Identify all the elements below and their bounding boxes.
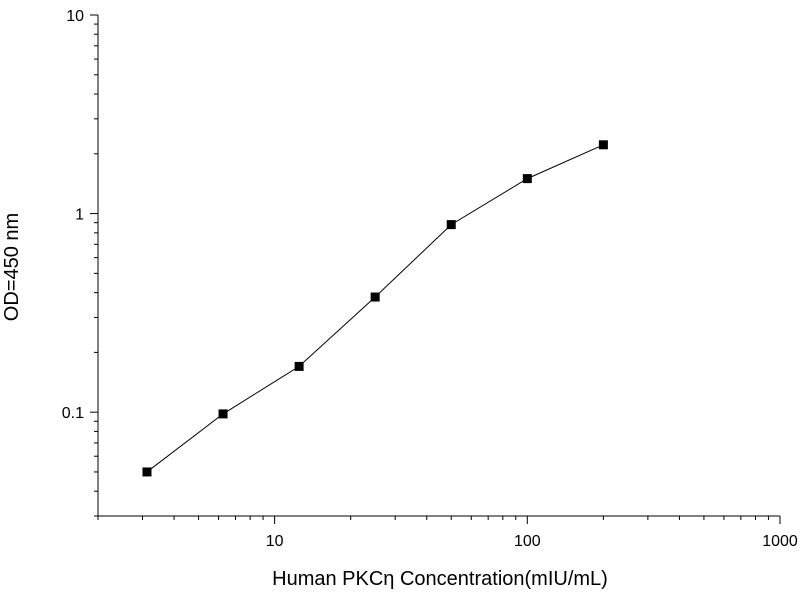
y-tick-label: 1 (75, 207, 84, 224)
x-axis-title: Human PKCη Concentration(mIU/mL) (272, 568, 608, 590)
data-points (142, 140, 608, 477)
y-ticks: 0.1 1 10 (62, 8, 98, 517)
data-point (522, 174, 532, 184)
data-point (218, 409, 228, 419)
data-point (142, 467, 152, 477)
data-point (446, 220, 456, 230)
x-tick-label: 1000 (762, 533, 798, 550)
y-axis-title: OD=450 nm (1, 213, 23, 321)
data-point (598, 140, 608, 150)
data-point (294, 361, 304, 371)
y-tick-label: 10 (66, 8, 84, 25)
x-tick-label: 100 (514, 533, 541, 550)
series-line (146, 144, 604, 473)
x-tick-label: 10 (266, 533, 284, 550)
plot-area: 10 100 1000 0.1 1 10 (62, 8, 798, 550)
x-ticks: 10 100 1000 (97, 516, 798, 550)
y-tick-label: 0.1 (62, 405, 84, 422)
data-point (370, 292, 380, 302)
